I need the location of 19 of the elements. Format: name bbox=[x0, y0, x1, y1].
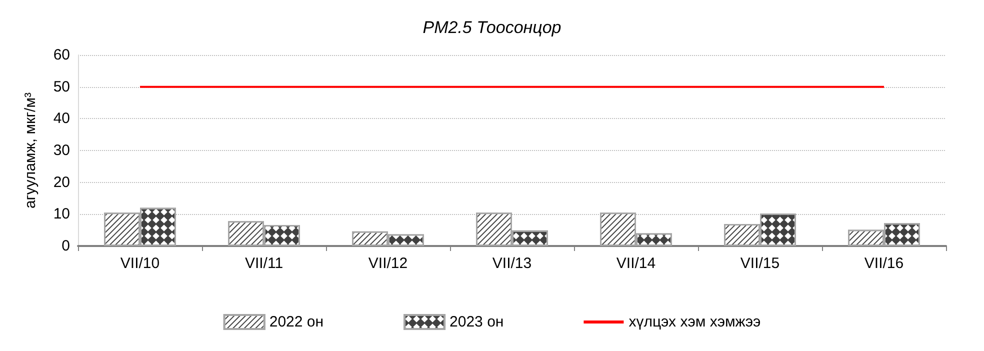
y-tick-label: 50 bbox=[53, 78, 70, 96]
chart-title: PM2.5 Тоосонцор bbox=[422, 18, 562, 37]
x-tick-label: VII/16 bbox=[864, 255, 904, 272]
y-axis-title: агууламж, мкг/м³ bbox=[22, 92, 39, 209]
y-tick-label: 60 bbox=[53, 46, 70, 64]
x-tick-label: VII/10 bbox=[120, 255, 160, 272]
legend-label: 2022 он bbox=[269, 314, 324, 330]
y-tick-label: 10 bbox=[53, 206, 70, 223]
x-tick-label: VII/14 bbox=[616, 255, 656, 272]
y-tick-label: 20 bbox=[53, 174, 70, 191]
legend-label: хүлцэх хэм хэмжээ bbox=[628, 314, 761, 330]
y-tick-label: 0 bbox=[62, 238, 70, 254]
y-tick-label: 40 bbox=[53, 110, 70, 128]
x-tick-label: VII/12 bbox=[368, 255, 408, 272]
x-tick-label: VII/11 bbox=[244, 255, 284, 272]
y-tick-label: 30 bbox=[53, 142, 70, 159]
x-tick-label: VII/15 bbox=[740, 255, 780, 272]
legend-label: 2023 он bbox=[450, 314, 504, 330]
x-tick-label: VII/13 bbox=[492, 255, 532, 272]
